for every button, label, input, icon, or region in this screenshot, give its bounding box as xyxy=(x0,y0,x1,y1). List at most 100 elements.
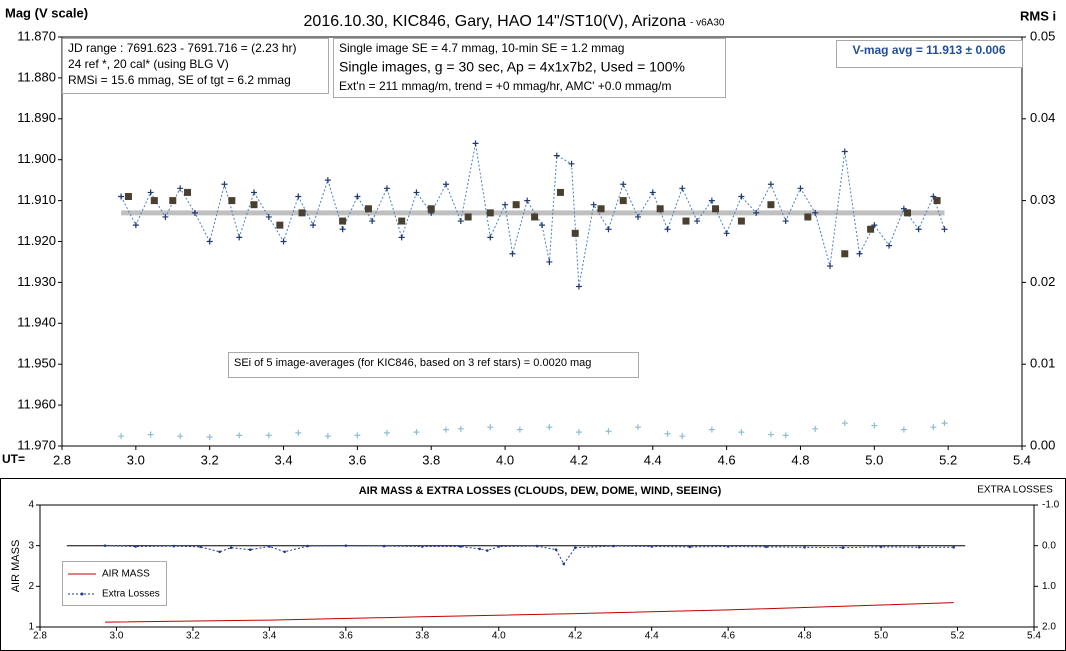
point-marker xyxy=(841,420,848,427)
annotation-text: V-mag avg = 11.913 ± 0.006 xyxy=(852,43,1005,57)
legend-box xyxy=(62,561,167,606)
y-tick-label: 3 xyxy=(28,540,34,551)
x-tick-label: 4.2 xyxy=(570,452,588,467)
point-marker xyxy=(708,197,715,204)
point-marker xyxy=(554,548,558,552)
y-tick-label: 11.880 xyxy=(17,69,56,84)
point-marker xyxy=(236,432,243,439)
point-marker xyxy=(782,432,789,439)
point-marker xyxy=(803,545,806,549)
average-marker xyxy=(804,213,812,221)
point-marker xyxy=(723,230,730,237)
point-marker xyxy=(147,189,154,196)
point-marker xyxy=(649,189,656,196)
y-tick-label: 11.930 xyxy=(17,274,56,289)
annotation-box xyxy=(62,38,329,94)
point-marker xyxy=(398,234,405,241)
point-marker xyxy=(177,185,184,192)
y-tick-label: 11.940 xyxy=(17,315,56,330)
point-marker xyxy=(172,544,176,548)
point-marker xyxy=(568,160,575,167)
point-marker xyxy=(524,197,531,204)
x-tick-label: 4.0 xyxy=(492,631,506,642)
point-marker xyxy=(295,429,302,436)
x-tick-label: 3.0 xyxy=(110,631,124,642)
point-marker xyxy=(708,426,715,433)
x-tick-label: 4.2 xyxy=(568,631,582,642)
average-marker xyxy=(619,197,627,205)
average-marker xyxy=(656,205,664,213)
x-tick-label: 2.8 xyxy=(53,452,71,467)
point-marker xyxy=(900,426,907,433)
point-marker xyxy=(738,429,745,436)
point-marker xyxy=(812,209,819,216)
point-marker xyxy=(354,193,361,200)
annotation-text: Single images, g = 30 sec, Ap = 4x1x7b2,… xyxy=(339,59,685,75)
y2-axis-label: EXTRA LOSSES xyxy=(977,485,1053,496)
point-marker xyxy=(265,213,272,220)
average-marker xyxy=(276,221,284,229)
y-tick-label: 1 xyxy=(28,622,34,633)
point-marker xyxy=(295,193,302,200)
point-marker xyxy=(486,549,489,552)
point-marker xyxy=(443,181,449,188)
average-marker xyxy=(364,205,372,213)
annotation-box xyxy=(836,40,1023,68)
annotation-text: Ext'n = 211 mmag/m, trend = +0 mmag/hr, … xyxy=(339,79,672,93)
point-marker xyxy=(324,177,331,184)
y-tick-label: 11.920 xyxy=(17,233,56,248)
point-marker xyxy=(443,426,449,433)
average-marker xyxy=(571,229,579,237)
y-tick-label: 11.890 xyxy=(17,110,56,125)
point-marker xyxy=(509,250,516,257)
y-tick-label: 11.970 xyxy=(17,437,56,452)
annotation-box xyxy=(228,352,639,378)
point-marker xyxy=(952,545,956,549)
average-marker xyxy=(737,217,745,225)
point-marker xyxy=(918,545,921,549)
point-marker xyxy=(635,424,641,431)
point-marker xyxy=(283,550,286,554)
point-marker xyxy=(236,234,243,241)
x-tick-label: 3.8 xyxy=(415,631,429,642)
point-marker xyxy=(871,222,878,229)
x-tick-label: 4.8 xyxy=(798,631,812,642)
average-marker xyxy=(184,188,192,196)
average-marker xyxy=(427,205,435,213)
point-marker xyxy=(280,238,287,245)
point-marker xyxy=(324,433,331,440)
point-marker xyxy=(265,432,272,439)
x-tick-label: 3.2 xyxy=(186,631,200,642)
average-marker xyxy=(298,209,306,217)
chart-title: AIR MASS & EXTRA LOSSES (CLOUDS, DEW, DO… xyxy=(359,485,722,497)
y-tick-label: 11.950 xyxy=(17,356,56,371)
y2-tick-label: 1.0 xyxy=(1042,581,1056,592)
point-marker xyxy=(546,258,553,265)
average-marker xyxy=(767,201,775,209)
x-tick-label: 5.0 xyxy=(865,452,883,467)
average-marker xyxy=(933,197,941,205)
y2-tick-label: 0.0 xyxy=(1042,540,1056,551)
point-marker xyxy=(248,548,252,552)
point-marker xyxy=(841,546,845,549)
x-tick-label: 4.6 xyxy=(718,452,736,467)
x-tick-label: 4.4 xyxy=(645,631,659,642)
y2-tick-label: 0.00 xyxy=(1030,437,1055,452)
x-tick-label: 4.4 xyxy=(644,452,662,467)
series-line xyxy=(104,602,954,623)
x-tick-label: 5.2 xyxy=(951,631,965,642)
point-marker xyxy=(457,425,464,432)
point-marker xyxy=(103,544,107,547)
average-marker xyxy=(486,209,494,217)
y2-tick-label: 0.04 xyxy=(1030,110,1055,125)
x-axis-label: UT= xyxy=(2,452,25,466)
point-marker xyxy=(229,546,233,549)
point-marker xyxy=(147,431,154,438)
point-marker xyxy=(132,222,139,229)
y-axis-label: Mag (V scale) xyxy=(5,5,88,20)
point-marker xyxy=(562,562,566,566)
point-marker xyxy=(753,209,760,216)
point-marker xyxy=(871,422,878,429)
y-tick-label: 11.900 xyxy=(17,151,56,166)
point-marker xyxy=(383,185,390,192)
